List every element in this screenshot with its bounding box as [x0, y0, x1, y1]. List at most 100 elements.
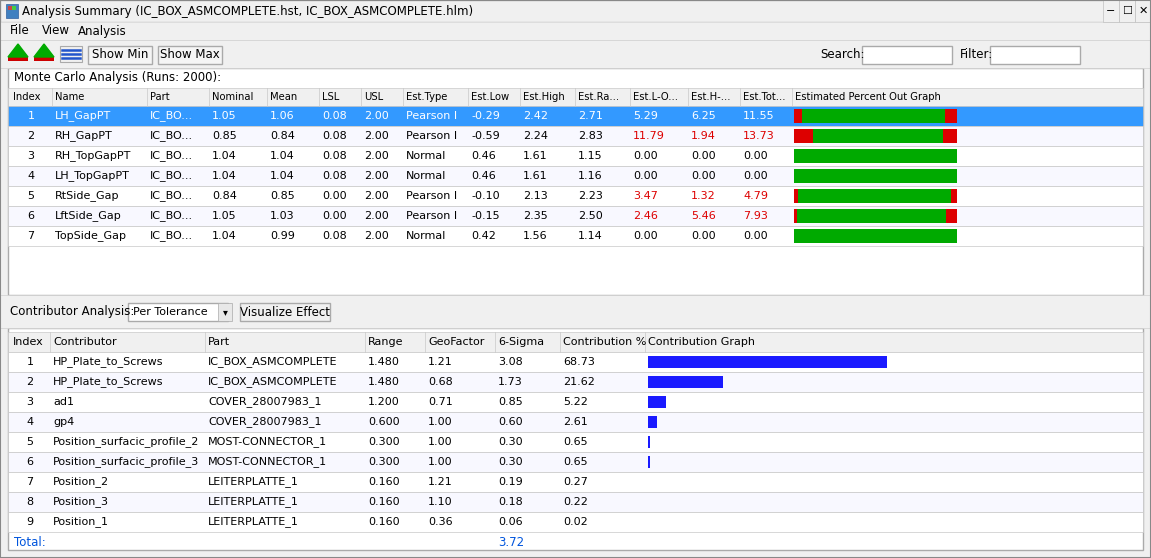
- Text: 1.00: 1.00: [428, 437, 452, 447]
- Text: 7.93: 7.93: [744, 211, 768, 221]
- Bar: [8, 328, 1143, 550]
- Text: Total:: Total:: [14, 536, 46, 549]
- Text: 1.05: 1.05: [212, 111, 237, 121]
- Bar: [12, 6, 16, 10]
- Text: Contribution %: Contribution %: [563, 337, 647, 347]
- Bar: [0, 0, 1151, 22]
- Text: 2.23: 2.23: [578, 191, 603, 201]
- Text: 2: 2: [26, 377, 33, 387]
- Text: 1.04: 1.04: [270, 171, 295, 181]
- Text: 0.84: 0.84: [212, 191, 237, 201]
- Text: MOST-CONNECTOR_1: MOST-CONNECTOR_1: [208, 456, 327, 468]
- Text: 21.62: 21.62: [563, 377, 595, 387]
- Text: 2.83: 2.83: [578, 131, 603, 141]
- Text: TopSide_Gap: TopSide_Gap: [55, 230, 125, 242]
- Text: Position_3: Position_3: [53, 497, 109, 507]
- Text: Pearson I: Pearson I: [406, 211, 457, 221]
- Text: 2.00: 2.00: [364, 171, 389, 181]
- Text: View: View: [41, 25, 70, 37]
- Text: 0.85: 0.85: [212, 131, 237, 141]
- Text: 0.08: 0.08: [322, 111, 346, 121]
- Bar: [794, 149, 956, 163]
- Bar: [796, 209, 946, 223]
- Bar: [8, 206, 1143, 226]
- Text: 5.29: 5.29: [633, 111, 658, 121]
- Text: 0.99: 0.99: [270, 231, 295, 241]
- Bar: [1119, 0, 1135, 22]
- Text: ad1: ad1: [53, 397, 74, 407]
- Text: 1.200: 1.200: [368, 397, 399, 407]
- Bar: [8, 186, 1143, 206]
- Text: Position_surfacic_profile_3: Position_surfacic_profile_3: [53, 456, 199, 468]
- Bar: [648, 416, 657, 428]
- Text: 0.600: 0.600: [368, 417, 399, 427]
- Bar: [8, 146, 1143, 166]
- Text: 6: 6: [26, 457, 33, 467]
- Text: Contribution Graph: Contribution Graph: [648, 337, 755, 347]
- Bar: [8, 472, 1143, 492]
- Text: 0.00: 0.00: [322, 211, 346, 221]
- Bar: [862, 46, 952, 64]
- Bar: [0, 295, 1151, 328]
- Text: 0.160: 0.160: [368, 497, 399, 507]
- Text: 1.15: 1.15: [578, 151, 603, 161]
- Text: Est.Tot...: Est.Tot...: [744, 92, 785, 102]
- Text: 1.00: 1.00: [428, 417, 452, 427]
- Text: 1: 1: [26, 357, 33, 367]
- Text: 1.05: 1.05: [212, 211, 237, 221]
- Bar: [8, 68, 1143, 295]
- Text: RH_TopGapPT: RH_TopGapPT: [55, 151, 131, 161]
- Bar: [794, 209, 796, 223]
- Bar: [0, 40, 1151, 68]
- Text: Pearson I: Pearson I: [406, 191, 457, 201]
- Text: LftSide_Gap: LftSide_Gap: [55, 210, 122, 222]
- Text: 4: 4: [26, 417, 33, 427]
- Bar: [945, 109, 956, 123]
- Text: 0.46: 0.46: [471, 151, 496, 161]
- Text: 1.61: 1.61: [523, 171, 548, 181]
- Bar: [8, 452, 1143, 472]
- Text: Monte Carlo Analysis (Runs: 2000):: Monte Carlo Analysis (Runs: 2000):: [14, 71, 221, 84]
- Text: 0.19: 0.19: [498, 477, 523, 487]
- Text: gp4: gp4: [53, 417, 75, 427]
- Text: 1.04: 1.04: [270, 151, 295, 161]
- Text: 1.21: 1.21: [428, 477, 452, 487]
- Text: 1.56: 1.56: [523, 231, 548, 241]
- Text: 1.61: 1.61: [523, 151, 548, 161]
- Bar: [8, 57, 28, 61]
- Text: 0.300: 0.300: [368, 457, 399, 467]
- Text: IC_BO...: IC_BO...: [150, 210, 193, 222]
- Bar: [8, 352, 1143, 372]
- Text: 5.46: 5.46: [691, 211, 716, 221]
- Text: Range: Range: [368, 337, 404, 347]
- Text: RH_GapPT: RH_GapPT: [55, 131, 113, 142]
- Text: HP_Plate_to_Screws: HP_Plate_to_Screws: [53, 377, 163, 387]
- Bar: [8, 432, 1143, 452]
- Bar: [794, 189, 798, 203]
- Text: 5: 5: [26, 437, 33, 447]
- Text: 2.13: 2.13: [523, 191, 548, 201]
- Text: 0.36: 0.36: [428, 517, 452, 527]
- Text: -0.29: -0.29: [471, 111, 500, 121]
- Bar: [946, 209, 956, 223]
- Text: 11.79: 11.79: [633, 131, 665, 141]
- Text: 5.22: 5.22: [563, 397, 588, 407]
- Text: −: −: [1106, 6, 1115, 16]
- Text: IC_BO...: IC_BO...: [150, 190, 193, 201]
- Text: 2.61: 2.61: [563, 417, 588, 427]
- Text: Est.Low: Est.Low: [471, 92, 509, 102]
- Text: 0.08: 0.08: [322, 131, 346, 141]
- Text: Estimated Percent Out Graph: Estimated Percent Out Graph: [795, 92, 940, 102]
- Text: 4: 4: [28, 171, 35, 181]
- Text: 0.84: 0.84: [270, 131, 295, 141]
- Text: 1.73: 1.73: [498, 377, 523, 387]
- Text: Contributor Analysis:: Contributor Analysis:: [10, 305, 135, 318]
- Bar: [648, 436, 650, 448]
- Text: LH_TopGapPT: LH_TopGapPT: [55, 171, 130, 181]
- Text: File: File: [10, 25, 30, 37]
- Text: HP_Plate_to_Screws: HP_Plate_to_Screws: [53, 357, 163, 368]
- Text: IC_BO...: IC_BO...: [150, 131, 193, 142]
- Text: Normal: Normal: [406, 151, 447, 161]
- Text: 0.46: 0.46: [471, 171, 496, 181]
- Text: 0.300: 0.300: [368, 437, 399, 447]
